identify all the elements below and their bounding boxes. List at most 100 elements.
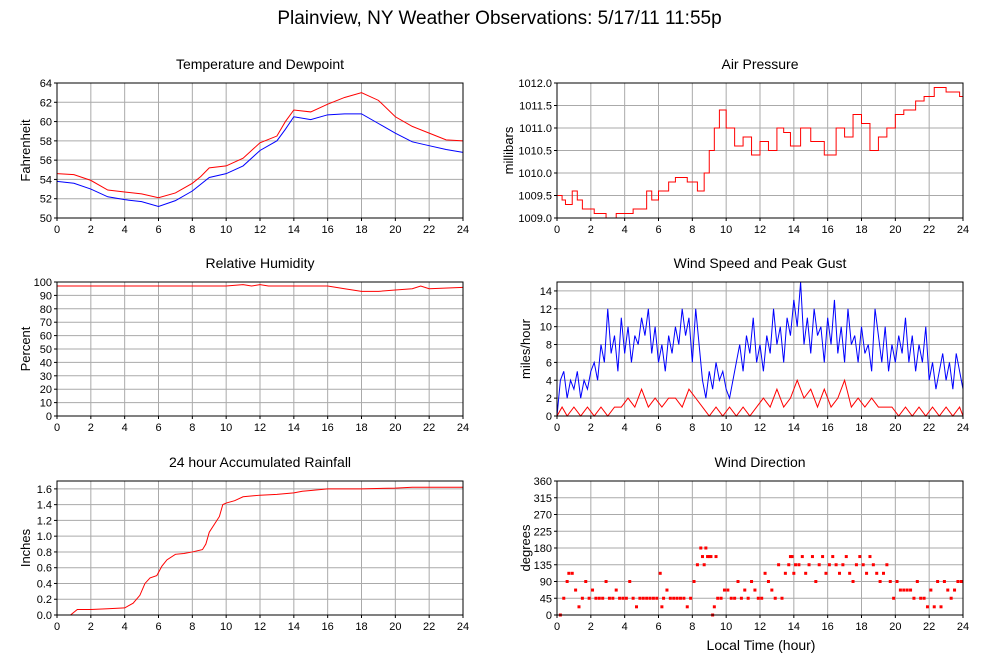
y-tick-label: 1011.0 [519,123,552,135]
data-point [562,596,566,600]
data-point [777,563,781,567]
y-axis-label: Percent [18,326,33,371]
y-tick-label: 70 [40,317,52,329]
x-tick-label: 8 [689,422,695,434]
data-point [794,563,798,567]
data-point [714,555,718,559]
data-point [658,571,662,575]
data-point [707,555,711,559]
y-tick-label: 12 [540,304,552,316]
x-tick-label: 16 [322,621,334,633]
x-tick-label: 20 [389,422,401,434]
data-point [648,596,652,600]
x-tick-label: 12 [254,224,266,236]
data-point [604,580,608,583]
y-tick-label: 40 [40,357,52,369]
data-point [577,605,581,609]
x-tick-label: 24 [957,224,969,236]
data-point [699,546,703,550]
y-tick-label: 90 [40,290,52,302]
data-point [804,571,808,575]
data-point [959,580,963,583]
data-point [580,596,584,600]
x-tick-label: 22 [423,224,435,236]
x-tick-label: 24 [457,224,469,236]
data-point [712,605,716,609]
data-point [692,580,696,583]
y-tick-label: 135 [534,560,552,572]
y-tick-label: 315 [534,493,552,505]
x-tick-label: 16 [822,422,834,434]
series-line-0 [57,486,463,616]
data-point [739,596,743,600]
data-point [704,546,708,550]
x-tick-label: 10 [720,621,732,633]
data-point [895,580,899,583]
y-tick-label: 56 [40,155,52,167]
data-point [756,596,760,600]
y-tick-label: 1.4 [37,500,52,512]
y-tick-label: 60 [40,117,52,129]
page-title: Plainview, NY Weather Observations: 5/17… [277,8,722,29]
y-tick-label: 1010.5 [518,146,552,158]
y-tick-label: 20 [40,384,52,396]
data-point [939,605,943,609]
y-tick-label: 80 [40,304,52,316]
data-point [909,588,913,592]
x-tick-label: 16 [822,224,834,236]
y-tick-label: 58 [40,136,52,148]
data-point [591,588,595,592]
y-tick-label: 1009.0 [518,213,552,225]
y-tick-label: 4 [546,375,552,387]
data-point [635,605,639,609]
data-point [797,563,801,567]
x-tick-label: 12 [754,621,766,633]
x-tick-label: 22 [423,422,435,434]
x-tick-label: 18 [355,422,367,434]
data-point [824,571,828,575]
x-tick-label: 8 [689,621,695,633]
x-tick-label: 24 [957,621,969,633]
x-tick-label: 0 [54,224,60,236]
data-point [567,571,571,575]
y-tick-label: 0.8 [37,547,52,559]
data-point [844,555,848,559]
data-point [574,588,578,592]
x-tick-label: 14 [788,621,800,633]
data-point [888,580,892,583]
y-tick-label: 225 [534,526,552,538]
data-point [817,563,821,567]
data-point [800,555,804,559]
x-tick-label: 4 [622,422,628,434]
data-point [788,555,792,559]
x-tick-label: 14 [288,621,300,633]
y-axis-label: Fahrenheit [18,119,33,182]
data-point [932,605,936,609]
x-tick-label: 0 [554,621,560,633]
data-point [898,588,902,592]
x-tick-label: 2 [588,422,594,434]
y-tick-label: 100 [34,277,52,289]
x-tick-label: 2 [588,621,594,633]
x-tick-label: 8 [189,621,195,633]
y-tick-label: 45 [540,593,552,605]
data-point [858,555,862,559]
x-tick-label: 24 [957,422,969,434]
x-tick-label: 6 [655,422,661,434]
y-tick-label: 0.2 [37,594,52,606]
data-point [878,580,882,583]
x-tick-label: 6 [155,224,161,236]
data-point [638,596,642,600]
x-tick-label: 14 [288,422,300,434]
data-point [645,596,649,600]
data-point [851,580,855,583]
data-point [726,588,730,592]
data-point [834,563,838,567]
series-line-0 [56,92,464,199]
x-tick-label: 2 [588,224,594,236]
y-tick-label: 10 [540,322,552,334]
x-tick-label: 4 [122,621,128,633]
data-point [689,596,693,600]
